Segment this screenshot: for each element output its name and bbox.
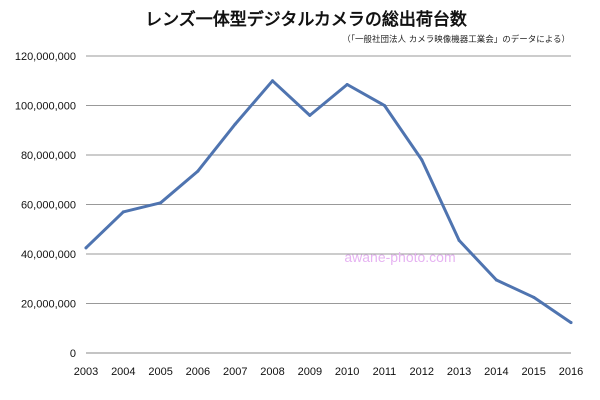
data-point [308,113,312,117]
chart-subtitle: （「一般社団法人 カメラ映像機器工業会」のデータによる） [342,34,570,45]
data-point [233,122,237,126]
data-point [494,278,498,282]
data-point [121,210,125,214]
x-tick-label: 2008 [260,366,284,378]
x-tick-label: 2012 [410,366,434,378]
data-point [382,104,386,107]
data-point [457,238,461,242]
data-point [271,79,275,83]
y-tick-label: 60,000,000 [21,200,76,212]
series-line-0 [84,79,573,325]
x-tick-label: 2016 [559,366,583,378]
y-tick-label: 100,000,000 [15,101,76,113]
data-point [420,158,424,162]
y-tick-label: 20,000,000 [21,299,76,311]
y-axis: 0 20,000,000 40,000,000 60,000,000 80,000,00… [15,51,76,360]
x-tick-label: 2007 [223,366,247,378]
x-tick-label: 2003 [74,366,98,378]
data-point [569,321,573,325]
data-point [159,201,163,205]
series-layer [84,79,573,325]
chart-title: レンズ一体型デジタルカメラの総出荷台数 [145,9,468,30]
data-point [345,82,349,86]
x-tick-label: 2004 [111,366,135,378]
y-tick-label: 0 [70,348,76,360]
x-axis: 2003 2004 2005 2006 2007 2008 2009 2010 2011 2012… [74,352,583,378]
watermark-text: awane-photo.com [344,249,455,265]
x-tick-label: 2006 [186,366,210,378]
data-point [196,169,200,173]
x-tick-label: 2010 [335,366,359,378]
x-tick-label: 2015 [521,366,545,378]
data-point [532,295,536,299]
x-tick-label: 2014 [484,366,508,378]
y-tick-label: 120,000,000 [15,51,76,63]
x-tick-label: 2013 [447,366,471,378]
data-point [84,246,88,250]
y-tick-label: 80,000,000 [21,150,76,162]
x-tick-label: 2005 [148,366,172,378]
x-tick-label: 2011 [373,366,397,378]
y-tick-label: 40,000,000 [21,249,76,261]
gridlines [86,55,571,304]
x-tick-label: 2009 [298,366,322,378]
